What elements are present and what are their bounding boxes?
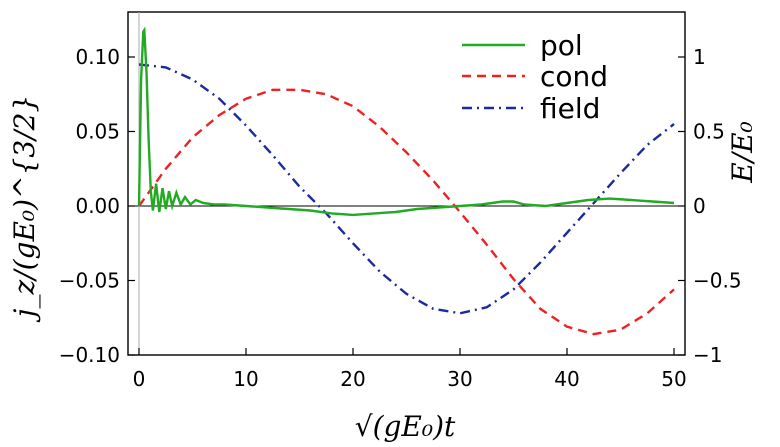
- y-tick-label: 0.05: [75, 120, 120, 144]
- y-tick-label: −0.05: [59, 269, 120, 293]
- y-right-tick-label: 0.5: [693, 120, 725, 144]
- series-line-pol: [137, 26, 675, 217]
- x-tick-label: 10: [233, 367, 258, 391]
- x-tick-label: 20: [340, 367, 365, 391]
- series-line-field: [138, 63, 675, 315]
- y-right-tick-label: 0: [693, 194, 706, 218]
- y-right-axis-ticks: 1 0.5 0 −0.5 −1: [678, 45, 742, 367]
- y-tick-label: 0.10: [75, 45, 120, 69]
- y-right-tick-label: −0.5: [693, 269, 742, 293]
- y-right-tick-label: −1: [693, 343, 722, 367]
- x-tick-label: 30: [447, 367, 472, 391]
- legend-label-cond: cond: [540, 60, 608, 93]
- legend-label-field: field: [540, 92, 600, 125]
- x-tick-label: 0: [133, 367, 146, 391]
- plot-frame: [127, 11, 686, 356]
- x-tick-label: 50: [661, 367, 686, 391]
- y-tick-label: −0.10: [59, 343, 120, 367]
- x-tick-label: 40: [554, 367, 579, 391]
- legend: pol cond field: [462, 29, 608, 125]
- y-right-axis-title: E/E₀: [726, 121, 759, 184]
- legend-label-pol: pol: [540, 29, 583, 62]
- y-axis-ticks: 0.10 0.05 0.00 −0.05 −0.10: [59, 45, 135, 367]
- y-tick-label: 0.00: [75, 194, 120, 218]
- x-axis-ticks: 0 10 20 30 40 50: [133, 348, 687, 391]
- series-line-cond: [138, 88, 675, 336]
- y-axis-title: j_z/(gE₀)^{3/2}: [8, 95, 41, 323]
- x-axis-title: √(gE₀)t: [355, 410, 456, 443]
- y-right-tick-label: 1: [693, 45, 706, 69]
